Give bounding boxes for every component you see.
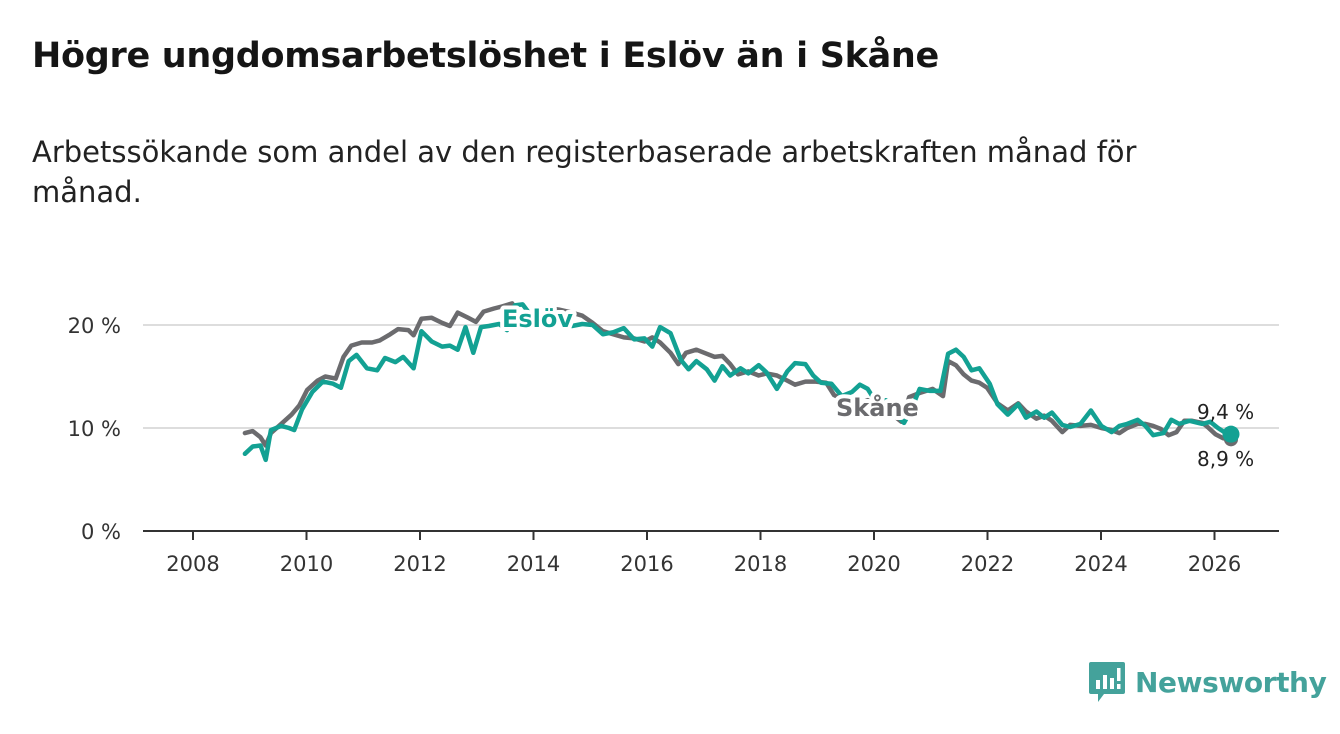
series-label-skane: Skåne: [836, 393, 919, 422]
axes: 0 % 10 % 20 % 2008 2010 2012 2014 2016 2018 2020 2…: [68, 314, 1279, 576]
series-lines: [242, 301, 1240, 463]
x-tick-label: 2012: [393, 552, 446, 576]
series-line-eslöv: [242, 302, 1234, 463]
page-title: Högre ungdomsarbetslöshet i Eslöv än i S…: [32, 36, 939, 76]
brand-name: Newsworthy: [1135, 665, 1327, 699]
y-tick-label: 10 %: [68, 417, 121, 441]
end-value-skane: 8,9 %: [1197, 447, 1254, 471]
x-tick-label: 2014: [507, 552, 560, 576]
x-tick-label: 2026: [1188, 552, 1241, 576]
end-point-eslov: [1222, 425, 1240, 443]
x-tick-label: 2010: [280, 552, 333, 576]
x-tick-label: 2018: [734, 552, 787, 576]
grid-lines: [143, 324, 1279, 429]
series-label-eslov-halo: Eslöv: [502, 305, 573, 333]
y-tick-label: 20 %: [68, 314, 121, 338]
brand-logo: Newsworthy: [1088, 660, 1327, 704]
end-value-eslov: 9,4 %: [1197, 400, 1254, 424]
x-tick-label: 2022: [961, 552, 1014, 576]
x-tick-label: 2024: [1074, 552, 1127, 576]
x-tick-label: 2020: [847, 552, 900, 576]
series-label-skane-halo: Skåne: [836, 393, 919, 422]
x-tick-label: 2016: [620, 552, 673, 576]
x-tick-label: 2008: [166, 552, 219, 576]
y-tick-label: 0 %: [81, 520, 121, 544]
page-subtitle: Arbetssökande som andel av den registerb…: [32, 135, 1137, 209]
series-label-eslov: Eslöv: [502, 305, 573, 333]
newsworthy-logo-icon: [1089, 662, 1125, 702]
